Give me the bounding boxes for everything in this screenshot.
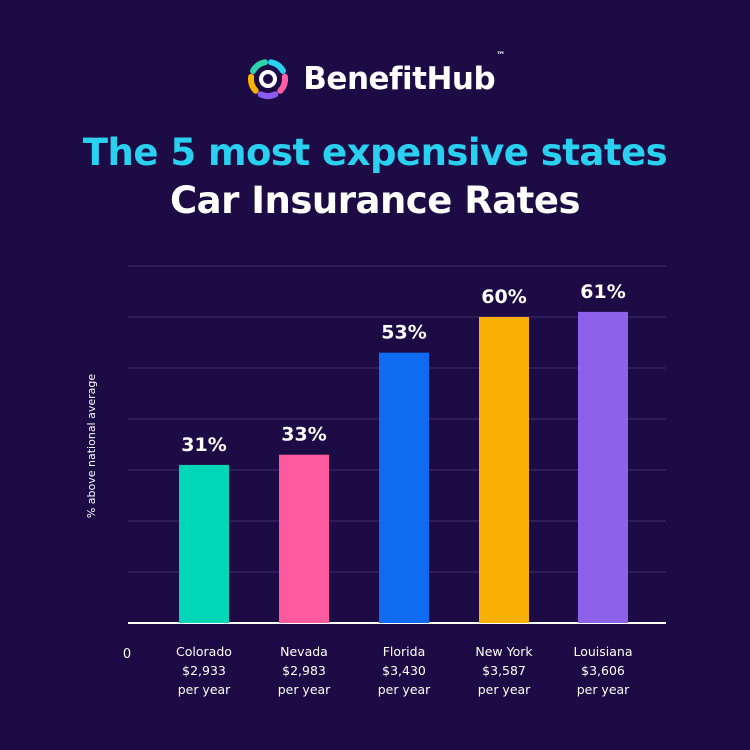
benefithub-logo-icon (248, 59, 289, 99)
chart-subtitle: Car Insurance Rates (170, 179, 580, 222)
bar-louisiana (578, 311, 628, 623)
x-tick-label: New York (475, 644, 533, 659)
logo-ring-segment (250, 59, 269, 74)
brand-name-text: BenefitHub (303, 61, 496, 97)
period-label: per year (378, 682, 431, 697)
data-label: 53% (381, 322, 426, 344)
data-label: 60% (481, 286, 526, 308)
bar-colorado (179, 464, 229, 623)
logo-ring-segment (257, 91, 279, 99)
cost-label: $2,933 (182, 663, 226, 678)
brand-name: BenefitHub™ (303, 51, 505, 97)
cost-label: $3,430 (382, 663, 426, 678)
y-axis-label: % above national average (85, 374, 98, 519)
data-label: 31% (181, 434, 226, 456)
bar-new-york (479, 317, 529, 623)
cost-label: $3,606 (581, 663, 625, 678)
cost-label: $2,983 (282, 663, 326, 678)
x-tick-label: Colorado (176, 644, 232, 659)
logo-ring-segment (277, 73, 289, 94)
x-tick-label: Nevada (280, 644, 328, 659)
brand-trademark: ™ (496, 51, 505, 61)
period-label: per year (478, 682, 531, 697)
bar-nevada (279, 454, 329, 623)
x-tick-label: Louisiana (573, 644, 632, 659)
x-tick-label: Florida (383, 644, 426, 659)
logo-center-ring (259, 70, 278, 88)
cost-label: $3,587 (482, 663, 526, 678)
y-tick-label: 0 (123, 647, 131, 662)
bar-florida (379, 352, 429, 623)
period-label: per year (278, 682, 331, 697)
chart-title: The 5 most expensive states (82, 131, 668, 174)
period-label: per year (178, 682, 231, 697)
data-label: 33% (281, 424, 326, 446)
period-label: per year (577, 682, 630, 697)
logo-ring-segment (248, 73, 260, 94)
logo-ring-segment (268, 59, 287, 74)
brand-header: BenefitHub™ (0, 51, 750, 102)
data-label: 61% (580, 281, 625, 303)
